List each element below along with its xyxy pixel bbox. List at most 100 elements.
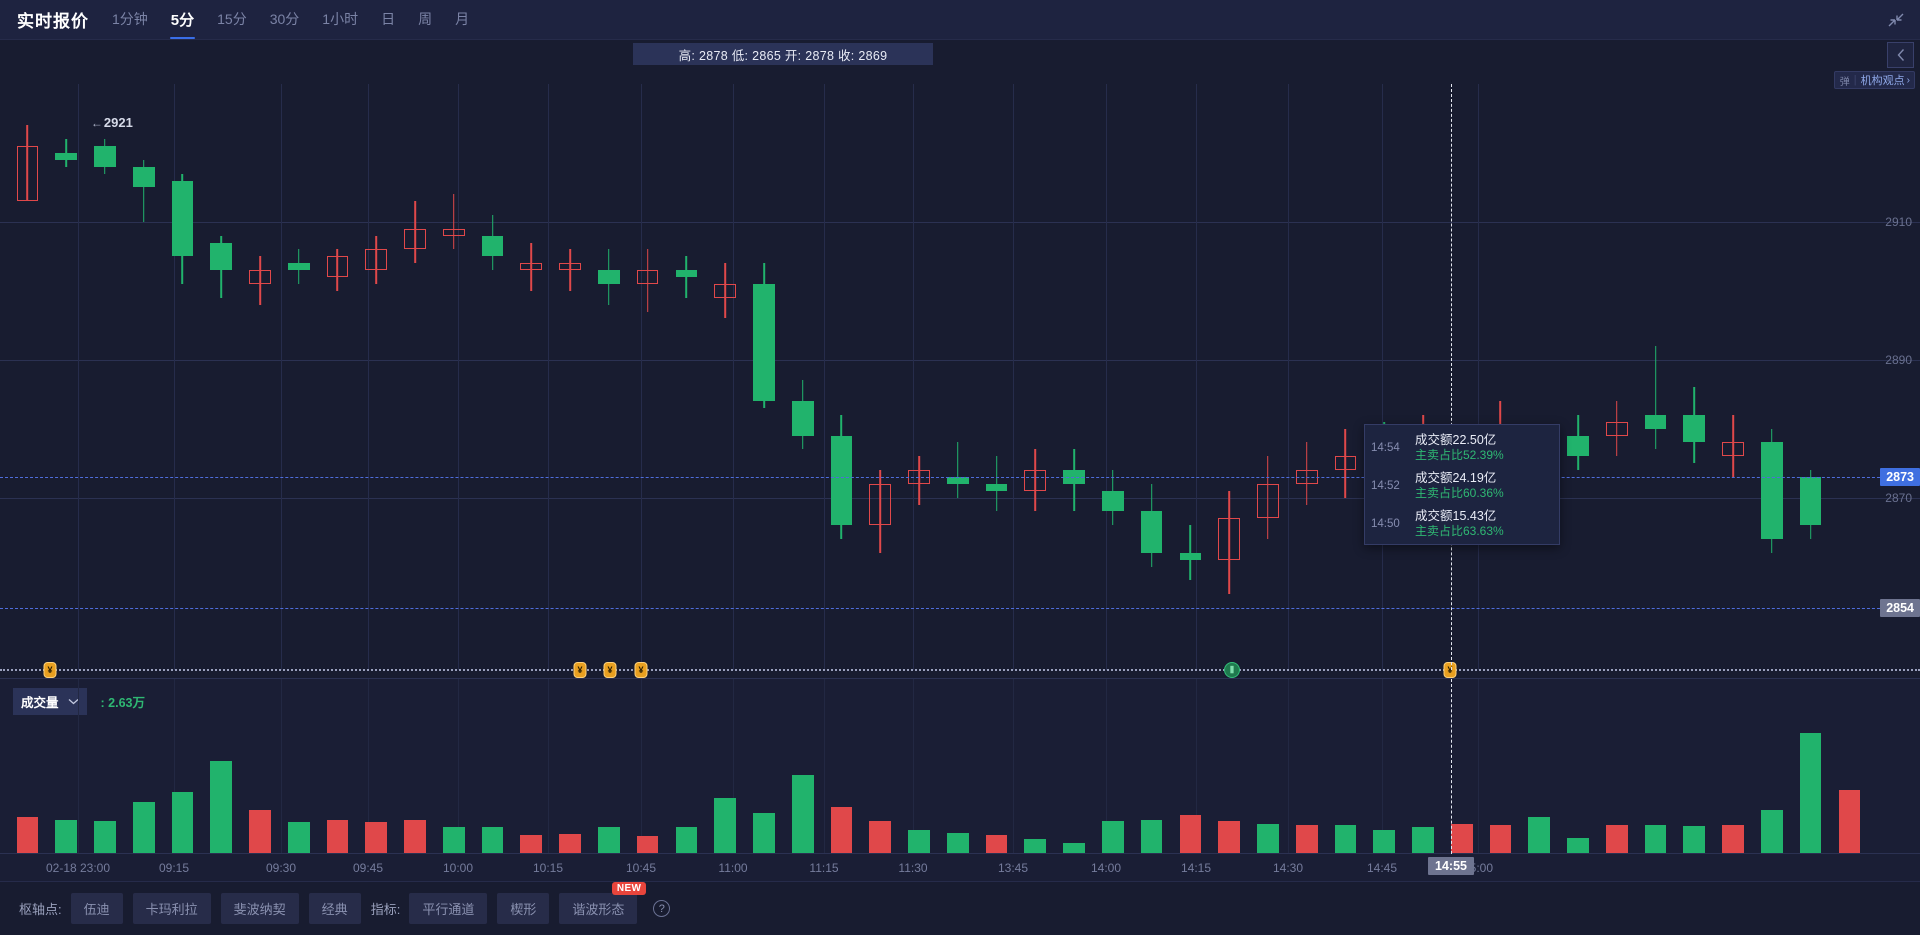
- indicator-button-0[interactable]: 平行通道: [409, 893, 488, 924]
- candlestick: [1334, 84, 1357, 670]
- price-axis-label: 2910: [1885, 214, 1912, 229]
- candle-wick: [956, 442, 959, 498]
- time-axis-label: 14:30: [1272, 861, 1304, 875]
- tab-4[interactable]: 1小时: [322, 11, 359, 27]
- candle-wick: [375, 235, 378, 284]
- new-badge: NEW: [611, 882, 647, 895]
- gridline-vertical: [1013, 84, 1014, 670]
- volume-bar: [94, 821, 116, 853]
- tooltip-rows: 14:54 成交额22.50亿 主卖占比52.39% 14:52 成交额24.19亿 主卖…: [1365, 429, 1559, 543]
- volume-bar: [16, 817, 39, 853]
- green-event-marker[interactable]: ⦀: [1224, 662, 1240, 678]
- indicator-buttons-group: 平行通道 楔形 谐波形态 NEW: [409, 882, 647, 924]
- candlestick: [404, 84, 426, 670]
- gridline-vertical: [1478, 679, 1479, 854]
- volume-bar: [210, 761, 233, 853]
- volume-bar: [404, 819, 426, 853]
- coin-event-marker[interactable]: ¥: [43, 662, 57, 678]
- volume-bar: [520, 835, 543, 853]
- candlestick: [1063, 84, 1085, 670]
- candle-body: [1334, 456, 1357, 471]
- candle-body: [1024, 470, 1047, 491]
- tab-2[interactable]: 15分: [217, 11, 247, 27]
- candlestick: [1412, 84, 1434, 670]
- pivot-button-2[interactable]: 斐波纳契: [220, 893, 299, 924]
- candle-body: [1683, 414, 1706, 443]
- volume-indicator-selector[interactable]: 成交量: [13, 688, 87, 715]
- gridline-horizontal: [0, 221, 1920, 223]
- chevron-left-icon: [1897, 49, 1904, 61]
- volume-bar: [171, 791, 194, 853]
- candle-body: [1218, 518, 1240, 560]
- tooltip-ratio: 主卖占比60.36%: [1415, 486, 1504, 500]
- chevron-left-button[interactable]: [1887, 42, 1914, 68]
- gridline-vertical: [548, 679, 549, 854]
- pivot-buttons-group: 伍迪 卡玛利拉 斐波纳契 经典: [70, 893, 371, 924]
- gridline-horizontal: [0, 497, 1920, 499]
- candle-body: [287, 263, 310, 271]
- event-marker-row: ¥ ¥ ¥ ¥ ⦀ ¥: [0, 662, 1920, 678]
- volume-bar: [1722, 824, 1744, 853]
- candle-wick: [724, 263, 726, 319]
- volume-chart-pane[interactable]: 成交量 : 2.63万: [0, 678, 1920, 854]
- candle-body: [1567, 435, 1589, 457]
- candlestick: [1683, 84, 1706, 670]
- tab-3[interactable]: 30分: [269, 11, 300, 27]
- candlestick: [598, 84, 620, 670]
- candle-body: [249, 270, 271, 284]
- tab-0[interactable]: 1分钟: [112, 11, 148, 27]
- tooltip-amount: 成交额22.50亿: [1415, 433, 1497, 447]
- indicator-button-1[interactable]: 楔形: [497, 893, 550, 924]
- candle-body: [636, 270, 659, 284]
- chevron-down-icon: [68, 697, 79, 707]
- candle-body: [946, 476, 969, 484]
- pivot-button-0[interactable]: 伍迪: [70, 893, 123, 924]
- reference-price-badge: 2854: [1880, 598, 1920, 617]
- page-title: 实时报价: [17, 12, 89, 31]
- candle-wick: [1732, 414, 1734, 477]
- candlestick: [1024, 84, 1047, 670]
- coin-event-marker[interactable]: ¥: [573, 662, 587, 678]
- candle-wick: [1305, 442, 1308, 505]
- indicator-label: 指标:: [370, 902, 401, 917]
- volume-bar: [598, 827, 620, 853]
- volume-bar: [132, 801, 155, 853]
- candlestick: [636, 84, 659, 670]
- tab-7[interactable]: 月: [455, 11, 470, 27]
- help-icon[interactable]: ?: [653, 900, 671, 917]
- candle-body: [985, 483, 1008, 491]
- price-chart-pane[interactable]: 2910 2890 2870 ←2921: [0, 84, 1920, 670]
- institutional-opinion-badge[interactable]: 弹 | 机构观点 ›: [1833, 71, 1915, 89]
- candlestick: [132, 84, 155, 670]
- pivot-button-3[interactable]: 经典: [308, 893, 361, 924]
- indicator-button-2[interactable]: 谐波形态 NEW: [559, 882, 647, 924]
- time-axis-label: 13:45: [997, 861, 1029, 875]
- coin-event-marker[interactable]: ¥: [603, 662, 617, 678]
- tab-1[interactable]: 5分: [169, 0, 196, 41]
- candlestick: [55, 84, 77, 670]
- volume-bar: [1760, 809, 1783, 853]
- candle-wick: [1228, 490, 1230, 595]
- volume-bar: [1528, 817, 1551, 853]
- time-axis-label: 14:45: [1366, 861, 1398, 875]
- candlestick: [94, 84, 116, 670]
- coin-event-marker[interactable]: ¥: [1443, 662, 1457, 678]
- candle-body: [869, 483, 892, 526]
- volume-bar: [946, 832, 969, 853]
- candle-body: [791, 401, 814, 436]
- candlestick: [1799, 84, 1822, 670]
- candlestick: [1257, 84, 1279, 670]
- candle-body: [1605, 421, 1628, 436]
- collapse-icon[interactable]: [1886, 11, 1906, 29]
- volume-bar: [985, 835, 1008, 853]
- tab-5[interactable]: 日: [381, 11, 396, 27]
- candle-body: [1101, 490, 1124, 512]
- candle-wick: [879, 470, 882, 553]
- candle-wick: [65, 139, 67, 167]
- tooltip-time: 14:50: [1371, 518, 1400, 530]
- pivot-button-1[interactable]: 卡玛利拉: [132, 893, 211, 924]
- gridline-vertical: [733, 84, 734, 670]
- coin-event-marker[interactable]: ¥: [634, 662, 648, 678]
- tab-6[interactable]: 周: [418, 11, 433, 27]
- candlestick: [559, 84, 581, 670]
